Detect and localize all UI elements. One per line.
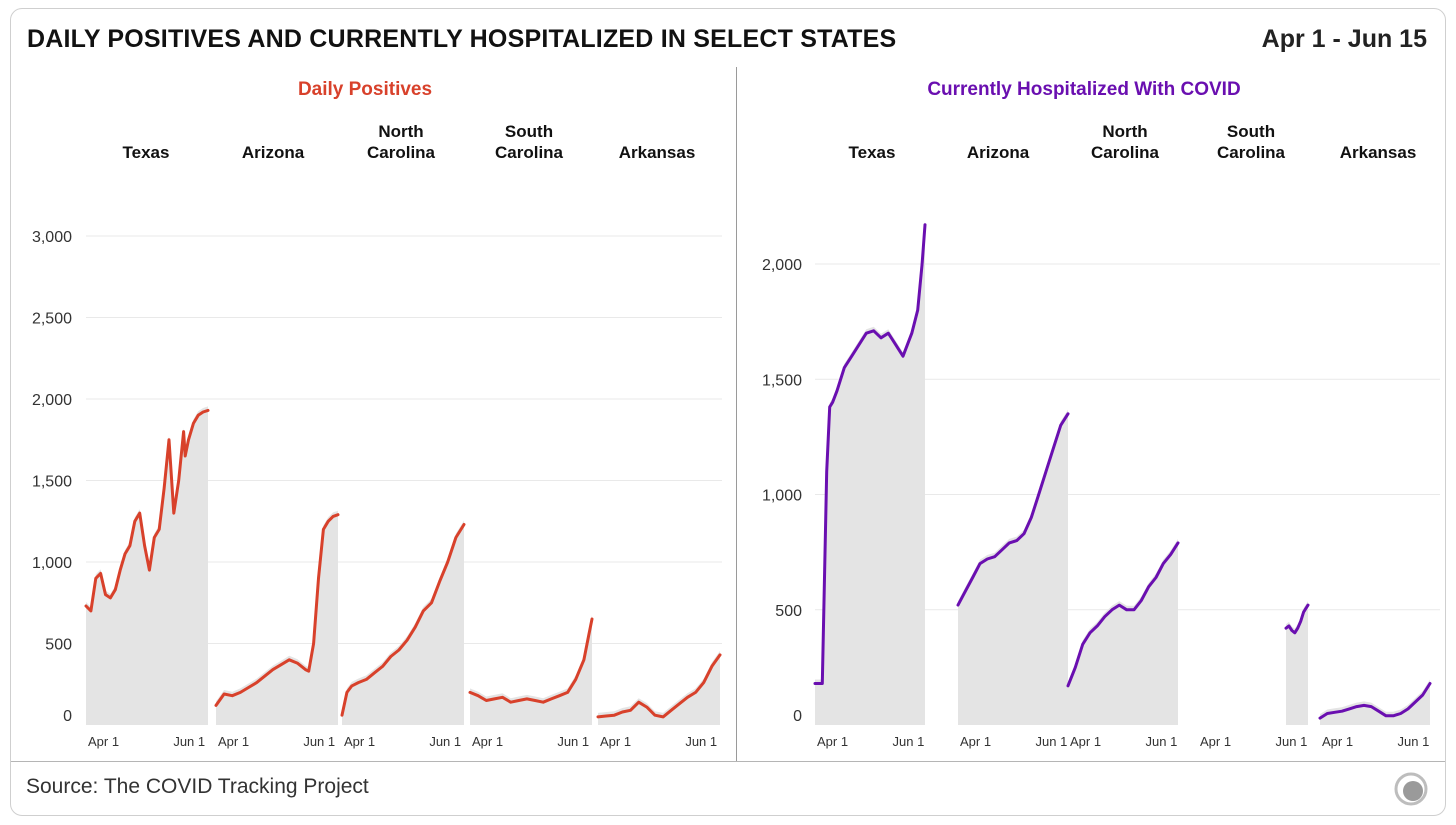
state-label: Arkansas: [1340, 143, 1417, 162]
daily-area: [342, 520, 464, 725]
trend-line: [596, 653, 722, 719]
x-tick-label: Jun 1: [893, 734, 925, 749]
state-label: North: [1102, 122, 1147, 141]
y-tick-label: 1,000: [762, 488, 802, 505]
trend-line: [1284, 603, 1310, 635]
date-range: Apr 1 - Jun 15: [1261, 25, 1427, 53]
state-label: Carolina: [1091, 143, 1160, 162]
trend-line: [813, 223, 927, 685]
daily-area: [216, 510, 338, 725]
daily-area: [86, 406, 208, 725]
trend-line: [468, 617, 594, 704]
daily-area: [1286, 601, 1308, 725]
state-label: Arkansas: [619, 143, 696, 162]
y-tick-label: 0: [793, 708, 802, 725]
y-tick-label: 2,500: [32, 311, 72, 328]
x-tick-label: Apr 1: [960, 734, 991, 749]
y-tick-label: 1,500: [762, 372, 802, 389]
state-label: Arizona: [242, 143, 305, 162]
y-tick-label: 500: [45, 637, 72, 654]
chart-title: DAILY POSITIVES AND CURRENTLY HOSPITALIZ…: [27, 25, 897, 53]
x-tick-label: Apr 1: [344, 734, 375, 749]
x-tick-label: Apr 1: [218, 734, 249, 749]
x-tick-label: Jun 1: [1276, 734, 1308, 749]
x-tick-label: Apr 1: [1322, 734, 1353, 749]
trend-line: [1318, 682, 1432, 720]
x-tick-label: Jun 1: [557, 734, 589, 749]
source-text: Source: The COVID Tracking Project: [26, 775, 369, 798]
x-tick-label: Jun 1: [1036, 734, 1068, 749]
x-tick-label: Apr 1: [600, 734, 631, 749]
state-label: South: [505, 122, 553, 141]
trend-line: [214, 513, 340, 707]
x-tick-label: Apr 1: [88, 734, 119, 749]
x-tick-label: Jun 1: [1146, 734, 1178, 749]
y-tick-label: 500: [775, 603, 802, 620]
state-label: North: [378, 122, 423, 141]
panel-divider: [736, 67, 737, 761]
chart-card: DAILY POSITIVES AND CURRENTLY HOSPITALIZ…: [10, 8, 1446, 816]
panel-title: Daily Positives: [298, 79, 432, 100]
y-tick-label: 1,500: [32, 474, 72, 491]
state-label: Carolina: [495, 143, 564, 162]
x-tick-label: Apr 1: [817, 734, 848, 749]
x-tick-label: Apr 1: [472, 734, 503, 749]
daily-area: [470, 615, 592, 725]
y-tick-label: 0: [63, 708, 72, 725]
x-tick-label: Jun 1: [303, 734, 335, 749]
state-label: Texas: [849, 143, 896, 162]
covid-tracking-project-logo-icon: [1394, 772, 1428, 806]
trend-line: [340, 523, 466, 717]
state-label: Texas: [123, 143, 170, 162]
x-tick-label: Apr 1: [1070, 734, 1101, 749]
state-label: Arizona: [967, 143, 1030, 162]
daily-area: [598, 650, 720, 725]
state-label: South: [1227, 122, 1275, 141]
state-label: Carolina: [1217, 143, 1286, 162]
trend-line: [84, 408, 210, 613]
x-tick-label: Jun 1: [173, 734, 205, 749]
x-tick-label: Apr 1: [1200, 734, 1231, 749]
x-tick-label: Jun 1: [1398, 734, 1430, 749]
footer-divider: [11, 761, 1445, 762]
y-tick-label: 1,000: [32, 555, 72, 572]
y-tick-label: 2,000: [32, 392, 72, 409]
x-tick-label: Jun 1: [685, 734, 717, 749]
y-tick-label: 2,000: [762, 257, 802, 274]
panel-title: Currently Hospitalized With COVID: [927, 79, 1240, 100]
y-tick-label: 3,000: [32, 229, 72, 246]
state-label: Carolina: [367, 143, 436, 162]
daily-area: [815, 220, 925, 726]
trend-line: [956, 412, 1070, 607]
trend-line: [1066, 541, 1180, 688]
x-tick-label: Jun 1: [429, 734, 461, 749]
